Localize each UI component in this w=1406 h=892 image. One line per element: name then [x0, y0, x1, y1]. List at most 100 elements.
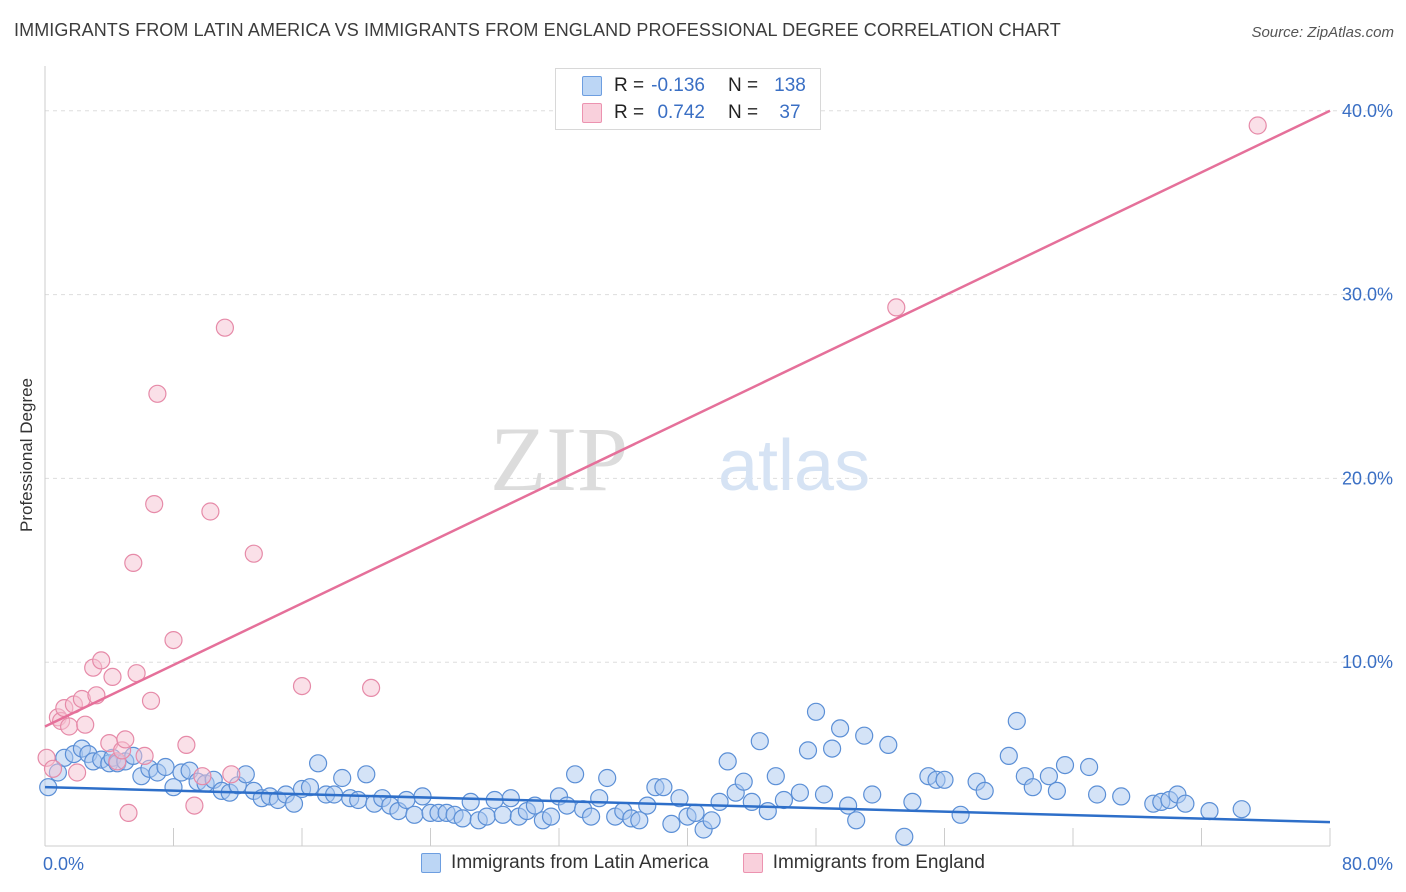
data-point-latin-america	[284, 794, 304, 813]
data-point-latin-america	[333, 768, 352, 788]
data-point-latin-america	[798, 741, 818, 760]
data-point-england	[92, 651, 111, 670]
data-point-england	[67, 763, 87, 782]
data-point-latin-america	[670, 789, 689, 808]
data-point-latin-america	[766, 767, 785, 786]
data-point-latin-america	[686, 803, 705, 823]
data-point-latin-america	[349, 790, 368, 810]
data-point-england	[177, 735, 196, 755]
data-point-latin-america	[590, 789, 609, 808]
chart-title: IMMIGRANTS FROM LATIN AMERICA VS IMMIGRA…	[14, 20, 1061, 40]
data-point-england	[244, 544, 263, 563]
legend-label-latin-america: Immigrants from Latin America	[451, 852, 709, 873]
series-england-points	[37, 116, 1267, 823]
data-point-latin-america	[300, 778, 320, 797]
data-point-latin-america	[734, 772, 753, 791]
data-point-latin-america	[638, 796, 657, 815]
y-tick-label: 30.0%	[1342, 285, 1393, 305]
data-point-england	[1248, 116, 1267, 135]
legend-swatch-pink	[742, 853, 763, 873]
legend-item-england: Immigrants from England	[742, 852, 985, 874]
legend-n-value: 138	[774, 75, 806, 96]
data-point-latin-america	[903, 792, 922, 812]
data-point-latin-america	[1079, 757, 1099, 777]
data-point-latin-america	[493, 805, 512, 824]
data-point-latin-america	[630, 811, 649, 830]
y-tick-label: 40.0%	[1342, 101, 1393, 121]
data-point-england	[43, 759, 63, 778]
stats-legend: R = -0.136 N = 138 R = 0.742 N = 37	[555, 68, 821, 130]
watermark-atlas: atlas	[718, 426, 870, 506]
grid-lines	[45, 110, 1390, 663]
watermark-zip: ZIP	[490, 408, 628, 510]
data-point-latin-america	[477, 807, 496, 826]
data-point-latin-america	[710, 792, 729, 812]
data-point-england	[887, 298, 906, 317]
data-point-latin-america	[830, 719, 850, 738]
data-point-latin-america	[1039, 767, 1059, 786]
series-latin-america-points	[39, 702, 1251, 846]
data-point-latin-america	[702, 811, 721, 830]
data-point-england	[103, 667, 122, 687]
x-tick-label: 80.0%	[1342, 854, 1393, 874]
legend-r-label: R =	[614, 75, 645, 96]
trend-line-latin-america	[44, 785, 1331, 824]
legend-n-label: N =	[728, 75, 759, 96]
data-point-latin-america	[662, 814, 681, 834]
trend-lines	[44, 109, 1331, 824]
legend-swatch-blue	[582, 76, 602, 96]
data-point-latin-america	[999, 746, 1018, 766]
data-point-latin-america	[742, 792, 761, 812]
data-point-latin-america	[1047, 781, 1067, 801]
data-point-latin-america	[557, 796, 577, 815]
data-point-latin-america	[156, 757, 175, 777]
legend-r-value: 0.742	[657, 102, 705, 123]
data-point-latin-america	[1176, 794, 1195, 813]
data-point-england	[215, 318, 234, 337]
trend-line-england	[44, 109, 1331, 728]
data-point-latin-america	[1087, 785, 1107, 804]
data-point-latin-america	[790, 783, 810, 802]
data-point-england	[222, 765, 241, 784]
data-point-england	[141, 691, 161, 710]
data-point-england	[76, 715, 95, 734]
x-tick-label: 0.0%	[43, 854, 84, 874]
source-label: Source: ZipAtlas.com	[1251, 24, 1394, 41]
data-point-latin-america	[501, 789, 520, 808]
data-point-latin-america	[855, 726, 874, 745]
data-point-england	[135, 746, 154, 766]
data-point-latin-america	[1200, 801, 1219, 821]
data-point-latin-america	[581, 807, 601, 826]
data-point-latin-america	[863, 785, 882, 804]
legend-swatch-pink	[582, 103, 602, 123]
data-point-latin-america	[895, 827, 914, 846]
series-legend: Immigrants from Latin America Immigrants…	[0, 852, 1406, 874]
legend-r-value: -0.136	[651, 75, 705, 96]
data-point-latin-america	[1232, 800, 1251, 819]
data-point-latin-america	[1023, 778, 1042, 797]
tick-labels: 10.0% 20.0% 30.0% 40.0% 0.0% 80.0%	[43, 101, 1393, 874]
data-point-latin-america	[806, 702, 826, 721]
data-point-latin-america	[541, 807, 561, 826]
data-point-england	[119, 803, 138, 823]
data-point-latin-america	[951, 805, 970, 824]
data-point-latin-america	[405, 805, 424, 824]
data-point-latin-america	[1007, 711, 1026, 731]
legend-r-label: R =	[614, 102, 645, 123]
data-point-latin-america	[758, 801, 777, 821]
data-point-latin-america	[654, 778, 673, 797]
data-point-latin-america	[847, 811, 866, 830]
y-tick-label: 10.0%	[1342, 652, 1393, 672]
data-point-latin-america	[461, 792, 480, 812]
axes	[44, 66, 1331, 847]
data-point-latin-america	[935, 770, 954, 789]
data-point-england	[124, 553, 143, 573]
data-point-latin-america	[718, 752, 737, 771]
data-point-england	[292, 676, 312, 696]
data-point-england	[145, 495, 164, 514]
data-point-latin-america	[822, 739, 842, 758]
legend-label-england: Immigrants from England	[772, 852, 985, 873]
data-point-latin-america	[453, 809, 472, 828]
data-point-latin-america	[309, 754, 328, 773]
